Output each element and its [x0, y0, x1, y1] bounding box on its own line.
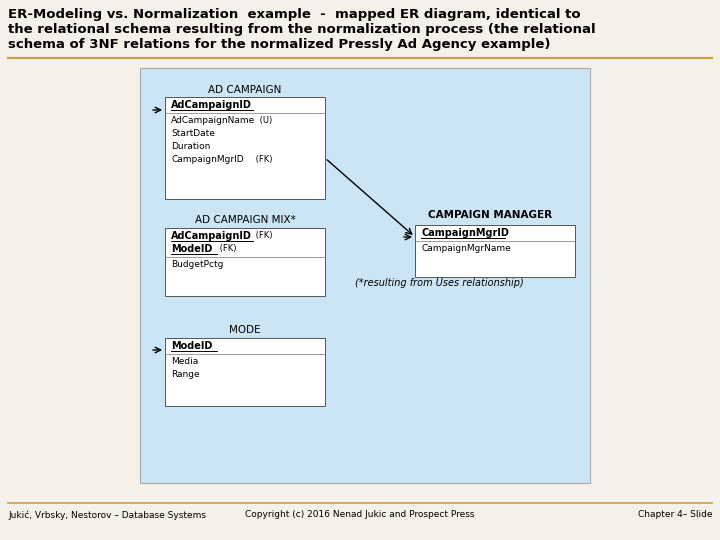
Text: schema of 3NF relations for the normalized Pressly Ad Agency example): schema of 3NF relations for the normaliz… — [8, 38, 551, 51]
Text: Jukić, Vrbsky, Nestorov – Database Systems: Jukić, Vrbsky, Nestorov – Database Syste… — [8, 510, 206, 519]
Text: (*resulting from Uses relationship): (*resulting from Uses relationship) — [355, 278, 523, 288]
Text: CAMPAIGN MANAGER: CAMPAIGN MANAGER — [428, 210, 552, 220]
Text: AD CAMPAIGN: AD CAMPAIGN — [208, 85, 282, 95]
Text: AdCampaignID: AdCampaignID — [171, 231, 252, 241]
Text: the relational schema resulting from the normalization process (the relational: the relational schema resulting from the… — [8, 23, 595, 36]
Text: Media: Media — [171, 357, 198, 366]
Text: Duration: Duration — [171, 142, 210, 151]
Text: CampaignMgrID: CampaignMgrID — [171, 155, 243, 164]
FancyBboxPatch shape — [165, 97, 325, 199]
Text: AdCampaignName: AdCampaignName — [171, 116, 256, 125]
Text: Chapter 4– Slide: Chapter 4– Slide — [637, 510, 712, 519]
Text: MODE: MODE — [229, 325, 261, 335]
Text: (FK): (FK) — [217, 244, 236, 253]
FancyBboxPatch shape — [165, 228, 325, 296]
FancyBboxPatch shape — [165, 338, 325, 406]
Text: Copyright (c) 2016 Nenad Jukic and Prospect Press: Copyright (c) 2016 Nenad Jukic and Prosp… — [246, 510, 474, 519]
Text: Range: Range — [171, 370, 199, 379]
Text: CampaignMgrName: CampaignMgrName — [421, 244, 510, 253]
Text: BudgetPctg: BudgetPctg — [171, 260, 223, 269]
Text: (FK): (FK) — [253, 155, 272, 164]
Text: AdCampaignID: AdCampaignID — [171, 100, 252, 110]
Text: CampaignMgrID: CampaignMgrID — [421, 228, 509, 238]
FancyBboxPatch shape — [415, 225, 575, 277]
Text: ModeID: ModeID — [171, 341, 212, 351]
FancyBboxPatch shape — [140, 68, 590, 483]
Text: StartDate: StartDate — [171, 129, 215, 138]
Text: ER-Modeling vs. Normalization  example  -  mapped ER diagram, identical to: ER-Modeling vs. Normalization example - … — [8, 8, 580, 21]
Text: (U): (U) — [257, 116, 272, 125]
Text: ModeID: ModeID — [171, 244, 212, 254]
Text: AD CAMPAIGN MIX*: AD CAMPAIGN MIX* — [194, 215, 295, 225]
Text: (FK): (FK) — [253, 231, 272, 240]
